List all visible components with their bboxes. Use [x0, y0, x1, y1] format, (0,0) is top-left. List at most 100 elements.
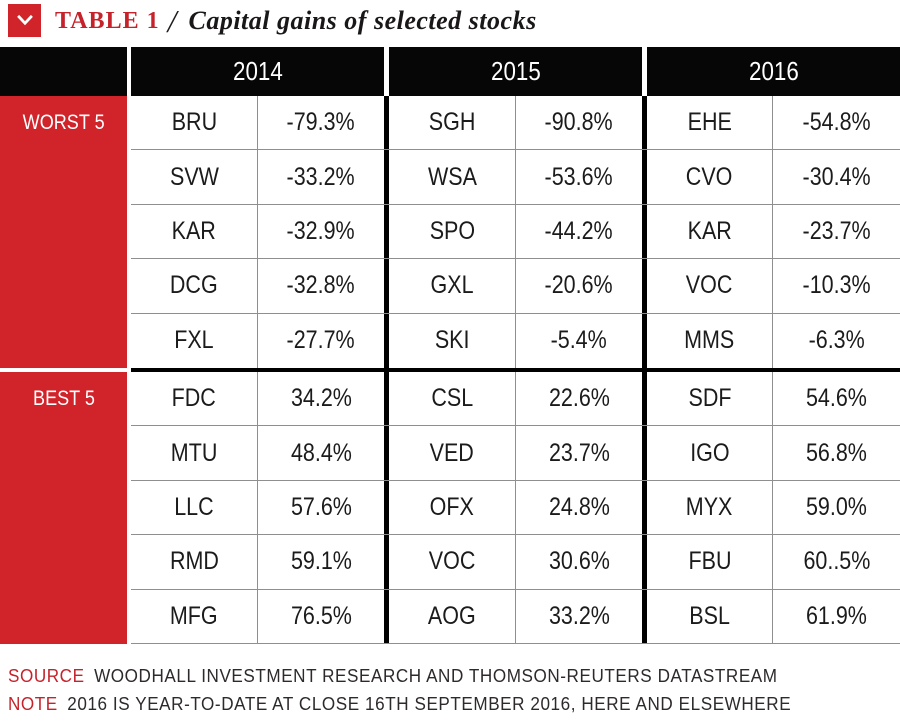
stock-code: VOC	[686, 271, 733, 300]
stock-gain: 76.5%	[290, 601, 352, 630]
stock-code: RMD	[169, 547, 219, 576]
table-data-area: BRU -79.3% SGH -90.8% EHE -54.8% SVW -33…	[131, 96, 900, 644]
stock-code: SPO	[429, 216, 475, 245]
table-row: RMD 59.1% VOC 30.6% FBU 60..5%	[131, 535, 900, 590]
title-slash: /	[167, 2, 177, 39]
stock-gain-cell: 23.7%	[516, 426, 642, 480]
stock-code-cell: KAR	[647, 204, 773, 259]
stock-code-cell: FDC	[131, 371, 258, 426]
stock-code: SKI	[434, 326, 470, 355]
stock-gain-cell: -5.4%	[516, 313, 642, 368]
stock-code-cell: BRU	[131, 96, 258, 150]
stock-code: SDF	[688, 384, 731, 413]
year-divider	[642, 259, 647, 313]
stock-code: SVW	[169, 162, 219, 191]
stock-gain: 30.6%	[548, 547, 610, 576]
stock-gain: -23.7%	[802, 216, 871, 245]
stock-code: KAR	[171, 216, 217, 245]
header-label-cell	[0, 47, 127, 96]
table-body: WORST 5 BEST 5 BRU -79.3% SGH -90.8% EHE…	[0, 96, 900, 644]
stock-gain-cell: 30.6%	[516, 535, 642, 589]
stock-gain: 33.2%	[548, 601, 610, 630]
table-row: LLC 57.6% OFX 24.8% MYX 59.0%	[131, 480, 900, 536]
stock-code-cell: WSA	[389, 150, 516, 204]
stock-code: BRU	[171, 108, 217, 137]
year-divider	[642, 204, 647, 259]
stock-gain-cell: -90.8%	[516, 96, 642, 150]
stock-code-cell: IGO	[647, 426, 773, 480]
stock-gain: 24.8%	[548, 492, 610, 521]
stock-code: CSL	[431, 384, 473, 413]
stock-gain: 56.8%	[806, 438, 867, 467]
stock-gain: -6.3%	[808, 326, 865, 355]
stock-code-cell: EHE	[647, 96, 773, 150]
stock-code-cell: SKI	[389, 313, 516, 368]
stock-code-cell: MMS	[647, 313, 773, 368]
stock-gain: -79.3%	[286, 108, 356, 137]
stock-gain: -32.8%	[286, 271, 356, 300]
stock-gain: 54.6%	[806, 384, 867, 413]
stock-code-cell: CVO	[647, 150, 773, 204]
stock-gain-cell: 48.4%	[258, 426, 384, 480]
stock-gain-cell: 57.6%	[258, 480, 384, 535]
stock-code: MTU	[170, 438, 218, 467]
stock-gain: 60..5%	[803, 547, 870, 576]
table-footer: SOURCE WOODHALL INVESTMENT RESEARCH AND T…	[0, 662, 900, 718]
stock-gain-cell: 61.9%	[773, 589, 900, 643]
stock-code-cell: AOG	[389, 589, 516, 643]
stock-gain-cell: -54.8%	[773, 96, 900, 150]
header-year-2016: 2016	[647, 47, 900, 96]
stock-gain-cell: -33.2%	[258, 150, 384, 204]
stock-code: IGO	[689, 438, 730, 467]
stock-code-cell: OFX	[389, 480, 516, 535]
header-year-2014: 2014	[131, 47, 384, 96]
table-row: BRU -79.3% SGH -90.8% EHE -54.8%	[131, 96, 900, 151]
stock-gain: -20.6%	[544, 271, 614, 300]
stock-code-cell: GXL	[389, 259, 516, 313]
stock-code-cell: MFG	[131, 589, 258, 643]
title-bar: TABLE 1 / Capital gains of selected stoc…	[0, 0, 900, 42]
stock-code: SGH	[428, 108, 476, 137]
stock-code-cell: VOC	[647, 259, 773, 313]
table-row: DCG -32.8% GXL -20.6% VOC -10.3%	[131, 259, 900, 314]
stock-gain-cell: 33.2%	[516, 589, 642, 643]
table-row: KAR -32.9% SPO -44.2% KAR -23.7%	[131, 204, 900, 260]
year-divider	[384, 313, 389, 368]
year-divider	[384, 426, 389, 480]
stock-gain-cell: -32.9%	[258, 204, 384, 259]
source-line: SOURCE WOODHALL INVESTMENT RESEARCH AND T…	[8, 662, 855, 690]
stock-code: MYX	[686, 492, 733, 521]
stock-gain: -32.9%	[286, 216, 356, 245]
stock-gain-cell: 59.1%	[258, 535, 384, 589]
stock-gain-cell: -6.3%	[773, 313, 900, 368]
source-text: WOODHALL INVESTMENT RESEARCH AND THOMSON…	[94, 666, 778, 686]
header-year-2015: 2015	[389, 47, 642, 96]
year-divider	[642, 371, 647, 426]
stock-code: DCG	[170, 271, 218, 300]
stock-code: KAR	[687, 216, 732, 245]
year-divider	[642, 426, 647, 480]
header-gap	[384, 47, 389, 96]
stock-gain-cell: -79.3%	[258, 96, 384, 150]
stock-code: MFG	[170, 601, 218, 630]
stock-code-cell: VED	[389, 426, 516, 480]
table-row: FXL -27.7% SKI -5.4% MMS -6.3%	[131, 313, 900, 368]
stock-gain: -33.2%	[286, 162, 356, 191]
stock-code: EHE	[687, 108, 732, 137]
stock-code: GXL	[430, 271, 474, 300]
stock-code: BSL	[689, 601, 730, 630]
stock-gain-cell: 59.0%	[773, 480, 900, 535]
stock-code: VED	[429, 438, 475, 467]
stock-code-cell: KAR	[131, 204, 258, 259]
stock-code-cell: SVW	[131, 150, 258, 204]
stock-gain-cell: 24.8%	[516, 480, 642, 535]
capital-gains-table: 2014 2015 2016 WORST 5 BEST 5 BRU -79.3%…	[0, 47, 900, 644]
year-divider	[642, 480, 647, 535]
stock-gain: -54.8%	[802, 108, 871, 137]
table-row: SVW -33.2% WSA -53.6% CVO -30.4%	[131, 150, 900, 205]
stock-code-cell: SDF	[647, 371, 773, 426]
stock-gain-cell: -30.4%	[773, 150, 900, 204]
table-kicker: TABLE 1	[55, 7, 160, 34]
stock-gain-cell: -10.3%	[773, 259, 900, 313]
stock-code-cell: RMD	[131, 535, 258, 589]
